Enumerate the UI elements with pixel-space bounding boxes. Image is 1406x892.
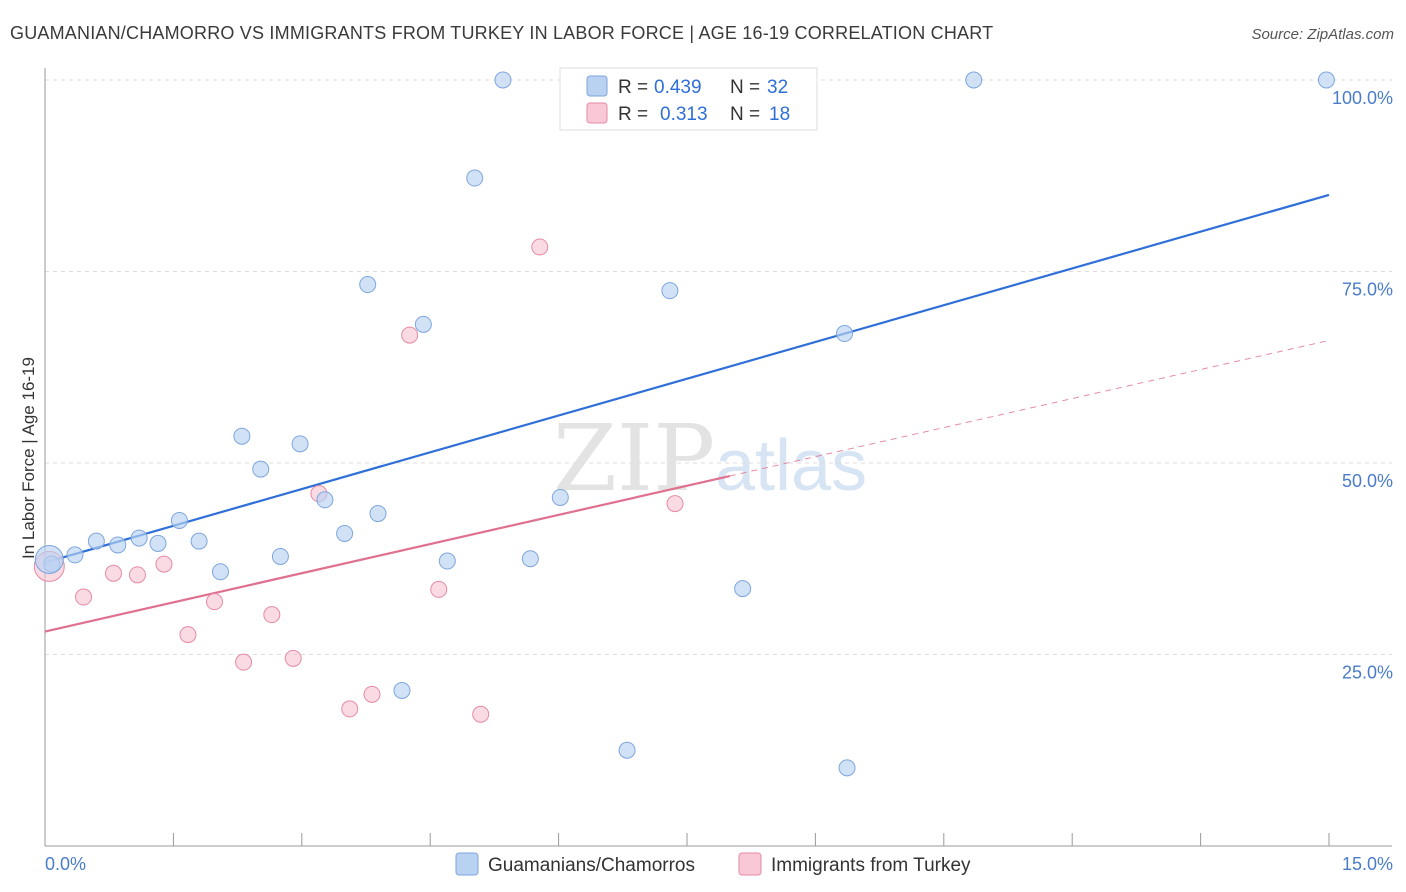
series-legend: Guamanians/Chamorros Immigrants from Tur… [455, 852, 971, 876]
point-guamanian-13 [316, 491, 334, 509]
y-tick-label-25: 25.0% [1342, 663, 1393, 683]
point-turkey-8 [263, 606, 281, 624]
y-tick-labels: 25.0% 50.0% 75.0% 100.0% [1332, 88, 1393, 683]
point-guamanian-25 [661, 282, 679, 300]
point-guamanian-10 [252, 460, 270, 478]
y-tick-label-100: 100.0% [1332, 88, 1393, 108]
point-guamanian-16 [369, 505, 387, 523]
bottom-legend-swatch-pink [738, 852, 762, 876]
y-tick-label-75: 75.0% [1342, 280, 1393, 300]
point-guamanian-9 [233, 427, 251, 445]
point-turkey-14 [430, 580, 448, 598]
point-guamanian-7 [190, 532, 208, 550]
point-turkey-2 [104, 564, 122, 582]
point-guamanian-18 [414, 315, 432, 333]
trend-line-turkey-extension [729, 339, 1330, 477]
legend-n-value-1: 32 [767, 77, 788, 98]
trend-line-guamanians [44, 193, 1330, 564]
point-turkey-6 [205, 593, 223, 611]
point-turkey-12 [363, 685, 381, 703]
point-guamanian-17 [393, 682, 411, 700]
point-guamanian-6 [170, 511, 188, 529]
watermark-zip: ZIP [553, 405, 715, 512]
legend-swatch-pink [586, 102, 608, 124]
point-guamanian-24 [618, 741, 636, 759]
x-tick-label-max: 15.0% [1342, 854, 1393, 874]
x-axis-ticks [172, 833, 1330, 846]
point-turkey-7 [235, 653, 253, 671]
bottom-legend-label-1: Guamanians/Chamorros [488, 855, 695, 876]
point-guamanian-21 [494, 71, 512, 89]
point-turkey-5 [179, 626, 197, 644]
x-tick-label-min: 0.0% [45, 854, 86, 874]
point-turkey-4 [155, 555, 173, 573]
y-axis-title: In Labor Force | Age 16-19 [19, 357, 38, 559]
point-guamanian-11 [271, 547, 289, 565]
point-guamanian-26 [734, 580, 752, 598]
scatter-points [33, 71, 1335, 777]
point-guamanian-31 [34, 545, 64, 575]
point-turkey-15 [472, 705, 490, 723]
point-guamanian-2 [87, 532, 105, 550]
chart-source: Source: ZipAtlas.com [1251, 26, 1394, 43]
point-guamanian-12 [291, 435, 309, 453]
point-turkey-9 [284, 649, 302, 667]
point-turkey-17 [666, 495, 684, 513]
point-guamanian-4 [130, 529, 148, 547]
point-turkey-11 [341, 700, 359, 718]
trend-lines [44, 193, 1330, 633]
legend-swatch-blue [586, 75, 608, 97]
point-guamanian-28 [838, 759, 856, 777]
point-turkey-13 [401, 326, 419, 344]
watermark-atlas: atlas [715, 426, 867, 506]
point-guamanian-1 [66, 546, 84, 564]
y-tick-label-50: 50.0% [1342, 471, 1393, 491]
chart-title: GUAMANIAN/CHAMORRO VS IMMIGRANTS FROM TU… [10, 23, 993, 43]
legend-n-label-2: N = [730, 104, 760, 125]
point-guamanian-29 [965, 71, 983, 89]
correlation-legend: R = 0.439 N = 32 R = 0.313 N = 18 [559, 67, 818, 131]
gridlines [45, 79, 1392, 655]
point-turkey-1 [75, 588, 93, 606]
legend-r-label-2: R = [618, 104, 648, 125]
point-guamanian-23 [551, 488, 569, 506]
point-guamanian-15 [359, 276, 377, 294]
legend-r-label-1: R = [618, 77, 648, 98]
bottom-legend-label-2: Immigrants from Turkey [771, 855, 971, 876]
point-guamanian-27 [836, 325, 854, 343]
point-guamanian-5 [149, 534, 167, 552]
legend-r-value-1: 0.439 [654, 77, 702, 98]
point-guamanian-20 [466, 169, 484, 187]
point-guamanian-22 [521, 550, 539, 568]
point-turkey-16 [531, 238, 549, 256]
legend-n-value-2: 18 [769, 104, 790, 125]
point-turkey-3 [128, 566, 146, 584]
point-guamanian-19 [438, 552, 456, 570]
bottom-legend-swatch-blue [455, 852, 479, 876]
point-guamanian-8 [211, 563, 229, 581]
point-guamanian-30 [1317, 71, 1335, 89]
trend-line-turkey [44, 474, 731, 633]
legend-r-value-2: 0.313 [660, 104, 708, 125]
point-guamanian-14 [336, 524, 354, 542]
legend-n-label-1: N = [730, 77, 760, 98]
point-guamanian-3 [109, 536, 127, 554]
